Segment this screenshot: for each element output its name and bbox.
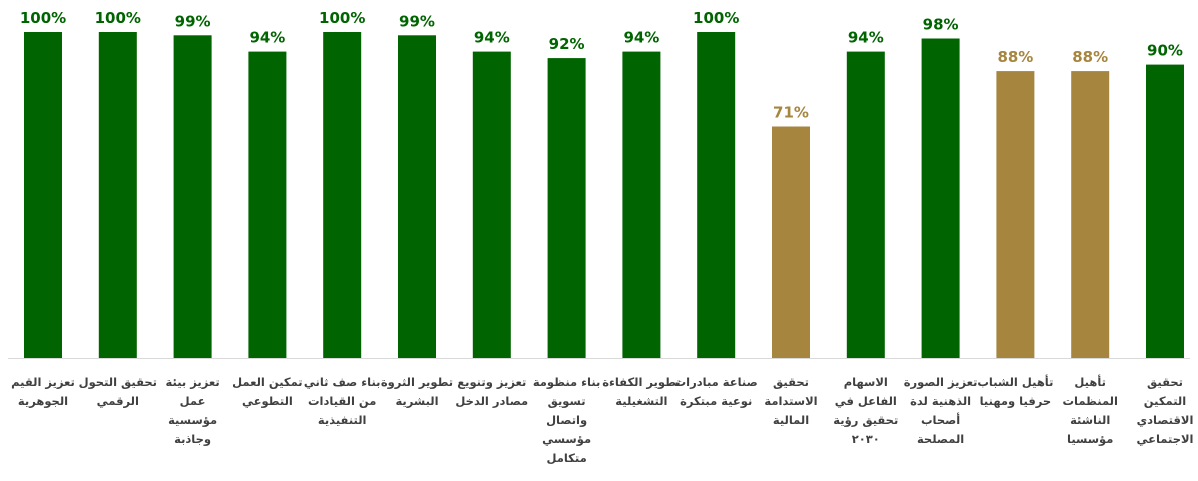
category-label-line: الناشئة [1070,413,1110,427]
category-label-line: الاسهام [844,375,888,389]
value-label-12: 98% [923,16,959,34]
category-label-3: تمكين العمل التطوعي [232,375,303,409]
category-label-12: تعزيز الصورة الذهنية لدة أصحاب المصلحة [904,375,978,446]
category-label-line: التمكين [1144,394,1186,408]
bar-8 [622,52,660,358]
category-label-line: تحقيق التحول [79,375,157,390]
category-label-1: تحقيق التحول الرقمي [79,375,157,408]
category-label-line: وجاذبة [174,432,211,447]
category-label-line: بناء منظومة [533,375,601,390]
bar-12 [922,39,960,359]
category-label-line: المنظمات [1062,394,1117,408]
bar-2 [174,35,212,358]
value-label-10: 71% [773,104,809,122]
category-label-8: تطوير الكفاءة التشغيلية [602,375,680,408]
category-label-line: التشغيلية [615,394,667,408]
category-label-line: مؤسسي [542,432,591,447]
category-label-line: أصحاب [921,412,960,427]
value-label-6: 94% [474,29,510,47]
category-label-9: صناعة مبادرات نوعية مبتكرة [675,375,758,409]
category-label-line: تحقيق [773,375,809,389]
category-label-line: تأهيل الشباب [977,374,1053,389]
category-label-line: تسويق [548,394,586,409]
category-label-4: بناء صف ثاني من القيادات التنفيذية [304,375,381,427]
category-label-line: المصلحة [917,432,964,446]
category-label-line: بناء صف ثاني [304,375,381,389]
category-label-line: تعزيز القيم [11,375,75,389]
bar-1 [99,32,137,358]
category-label-line: الاجتماعي [1136,432,1193,446]
category-label-7: بناء منظومة تسويق واتصال مؤسسي متكامل [533,375,601,465]
category-label-line: تحقيق رؤية [833,413,898,428]
value-label-14: 88% [1072,48,1108,66]
bar-7 [548,58,586,358]
category-label-line: واتصال [546,413,587,428]
category-label-line: عمل [180,394,206,408]
bar-4 [323,32,361,358]
category-labels-layer: تعزيز القيم الجوهرية تحقيق التحول الرقمي تعز… [11,374,1193,465]
category-label-line: تأهيل [1074,374,1106,389]
value-label-8: 94% [623,29,659,47]
value-label-7: 92% [549,35,585,53]
category-label-line: حرفيا ومهنيا [980,394,1052,409]
category-label-line: المالية [773,413,809,427]
category-label-line: تعزيز الصورة [904,375,978,390]
category-label-line: تحقيق [1147,375,1183,389]
bar-0 [24,32,62,358]
category-label-line: ٢٠٣٠ [852,432,880,446]
bar-13 [996,71,1034,358]
value-label-15: 90% [1147,42,1183,60]
category-label-5: تطوير الثروة البشرية [381,375,453,408]
category-label-line: مؤسسية [168,413,217,428]
category-label-line: مصادر الدخل [455,394,528,408]
category-label-line: الاستدامة [764,394,817,408]
category-label-11: الاسهام الفاعل في تحقيق رؤية ٢٠٣٠ [833,375,898,446]
category-label-line: الاقتصادي [1137,413,1194,427]
category-label-2: تعزيز بيئة عمل مؤسسية وجاذبة [166,375,220,447]
value-label-11: 94% [848,29,884,47]
category-label-line: الفاعل في [835,394,897,408]
category-label-line: الرقمي [97,394,139,408]
value-label-3: 94% [249,29,285,47]
category-label-line: التنفيذية [318,413,367,427]
category-label-line: الجوهرية [18,394,68,409]
category-label-line: نوعية مبتكرة [680,394,752,409]
value-label-1: 100% [95,9,141,27]
category-label-15: تحقيق التمكين الاقتصادي الاجتماعي [1136,375,1193,446]
category-label-line: التطوعي [242,394,293,409]
bar-15 [1146,65,1184,358]
value-label-9: 100% [693,9,739,27]
category-label-10: تحقيق الاستدامة المالية [764,375,817,427]
category-label-line: تمكين العمل [232,375,303,389]
category-label-line: تعزيز بيئة [166,375,220,389]
bar-10 [772,127,810,359]
bar-14 [1071,71,1109,358]
category-label-line: متكامل [546,451,586,465]
bars-layer [24,32,1184,358]
value-label-0: 100% [20,9,66,27]
category-label-6: تعزيز وتنويع مصادر الدخل [455,375,528,408]
value-label-5: 99% [399,12,435,30]
bar-5 [398,35,436,358]
category-label-13: تأهيل الشباب حرفيا ومهنيا [977,374,1053,409]
bar-3 [248,52,286,358]
bar-6 [473,52,511,358]
category-label-line: صناعة مبادرات [675,375,758,389]
value-label-13: 88% [997,48,1033,66]
bar-9 [697,32,735,358]
category-label-line: تطوير الكفاءة [602,375,680,390]
category-label-line: البشرية [395,394,438,408]
category-label-line: تطوير الثروة [381,375,453,390]
value-label-4: 100% [319,9,365,27]
category-label-line: مؤسسيا [1067,432,1113,447]
category-label-0: تعزيز القيم الجوهرية [11,375,75,409]
category-label-line: تعزيز وتنويع [457,375,526,390]
category-label-14: تأهيل المنظمات الناشئة مؤسسيا [1062,374,1117,447]
bar-11 [847,52,885,358]
category-label-line: من القيادات [308,394,376,408]
category-label-line: الذهنية لدة [910,394,971,408]
value-label-2: 99% [175,12,211,30]
